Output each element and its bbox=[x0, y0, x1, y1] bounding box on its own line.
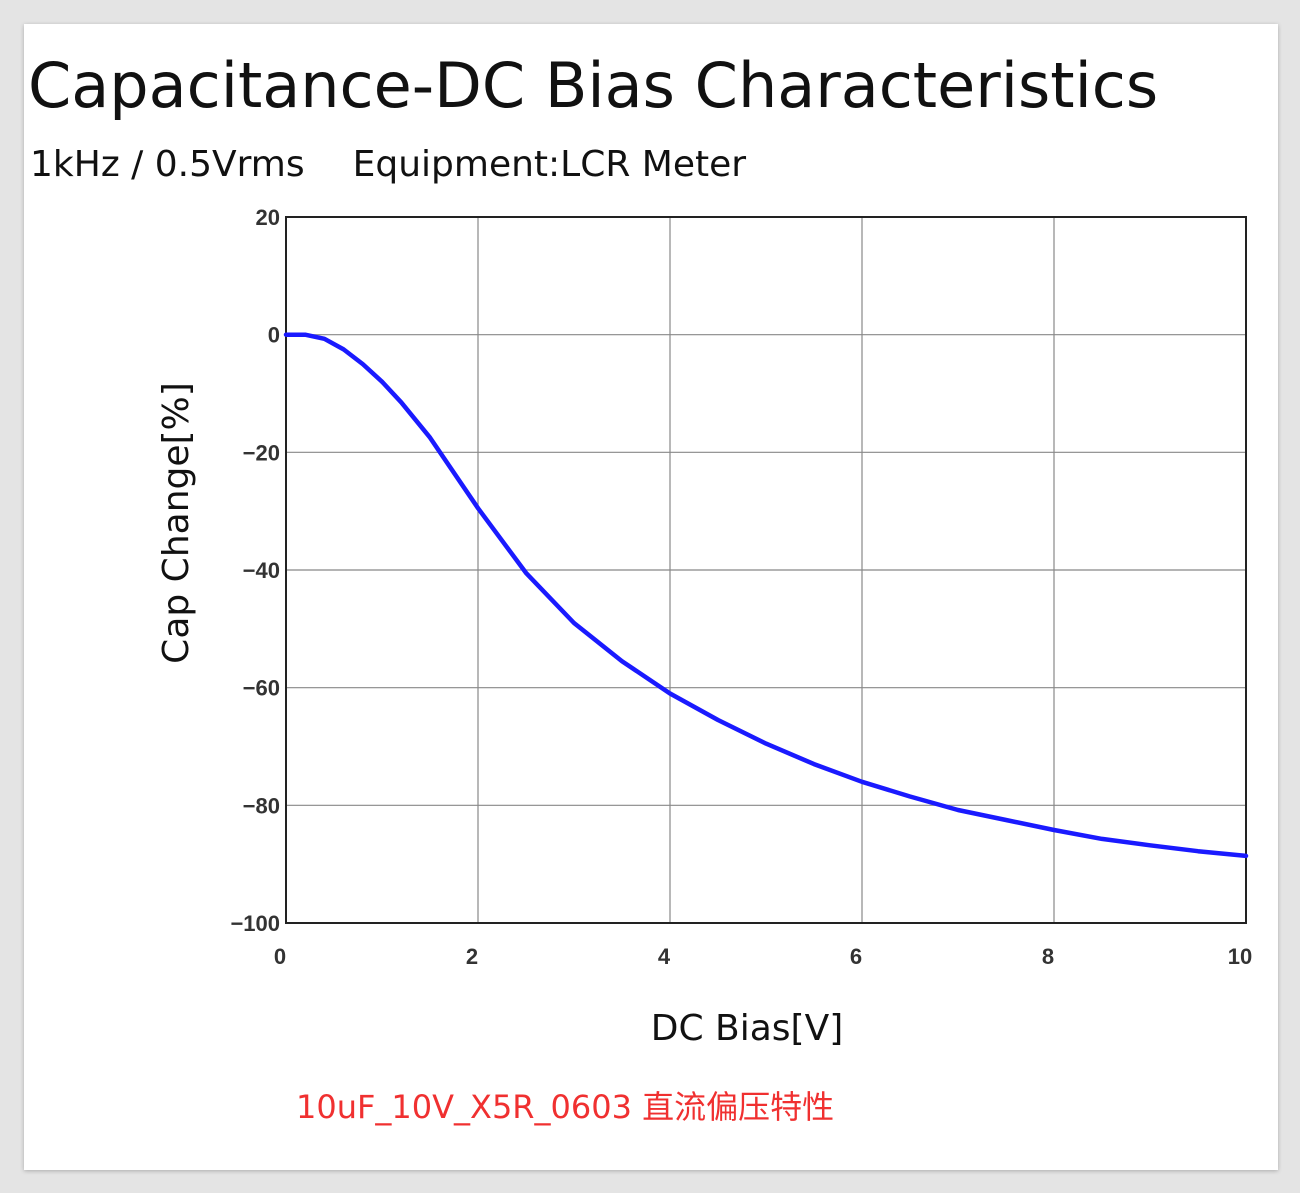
y-tick-label-2: −20 bbox=[243, 440, 280, 465]
x-tick-label-3: 6 bbox=[850, 944, 862, 969]
x-tick-label-0: 0 bbox=[274, 944, 286, 969]
figure-caption: 10uF_10V_X5R_0603 直流偏压特性 bbox=[296, 1088, 835, 1126]
y-tick-label-3: −40 bbox=[243, 558, 280, 583]
x-tick-labels: 0 2 4 6 8 10 bbox=[274, 944, 1252, 969]
chart-title: Capacitance-DC Bias Characteristics bbox=[28, 49, 1159, 122]
y-axis-label: Cap Change[%] bbox=[156, 382, 197, 664]
chart-subtitle: 1kHz / 0.5Vrms Equipment:LCR Meter bbox=[30, 142, 746, 188]
x-tick-label-5: 10 bbox=[1228, 944, 1252, 969]
y-tick-label-0: 20 bbox=[256, 205, 280, 230]
grid-lines bbox=[286, 217, 1246, 923]
x-tick-label-2: 4 bbox=[658, 944, 671, 969]
y-tick-labels: 20 0 −20 −40 −60 −80 −100 bbox=[230, 205, 280, 936]
x-tick-label-4: 8 bbox=[1042, 944, 1054, 969]
measurement-condition: 1kHz / 0.5Vrms bbox=[30, 144, 305, 185]
plot-frame bbox=[285, 216, 1247, 924]
y-tick-label-5: −80 bbox=[243, 793, 280, 818]
y-tick-label-4: −60 bbox=[243, 676, 280, 701]
equipment-label: Equipment:LCR Meter bbox=[352, 144, 747, 185]
y-tick-label-6: −100 bbox=[230, 911, 280, 936]
x-tick-label-1: 2 bbox=[466, 944, 478, 969]
chart-card bbox=[24, 24, 1278, 1170]
x-axis-label: DC Bias[V] bbox=[651, 1008, 844, 1049]
cap-change-curve bbox=[283, 332, 1249, 859]
y-tick-label-1: 0 bbox=[268, 323, 280, 348]
